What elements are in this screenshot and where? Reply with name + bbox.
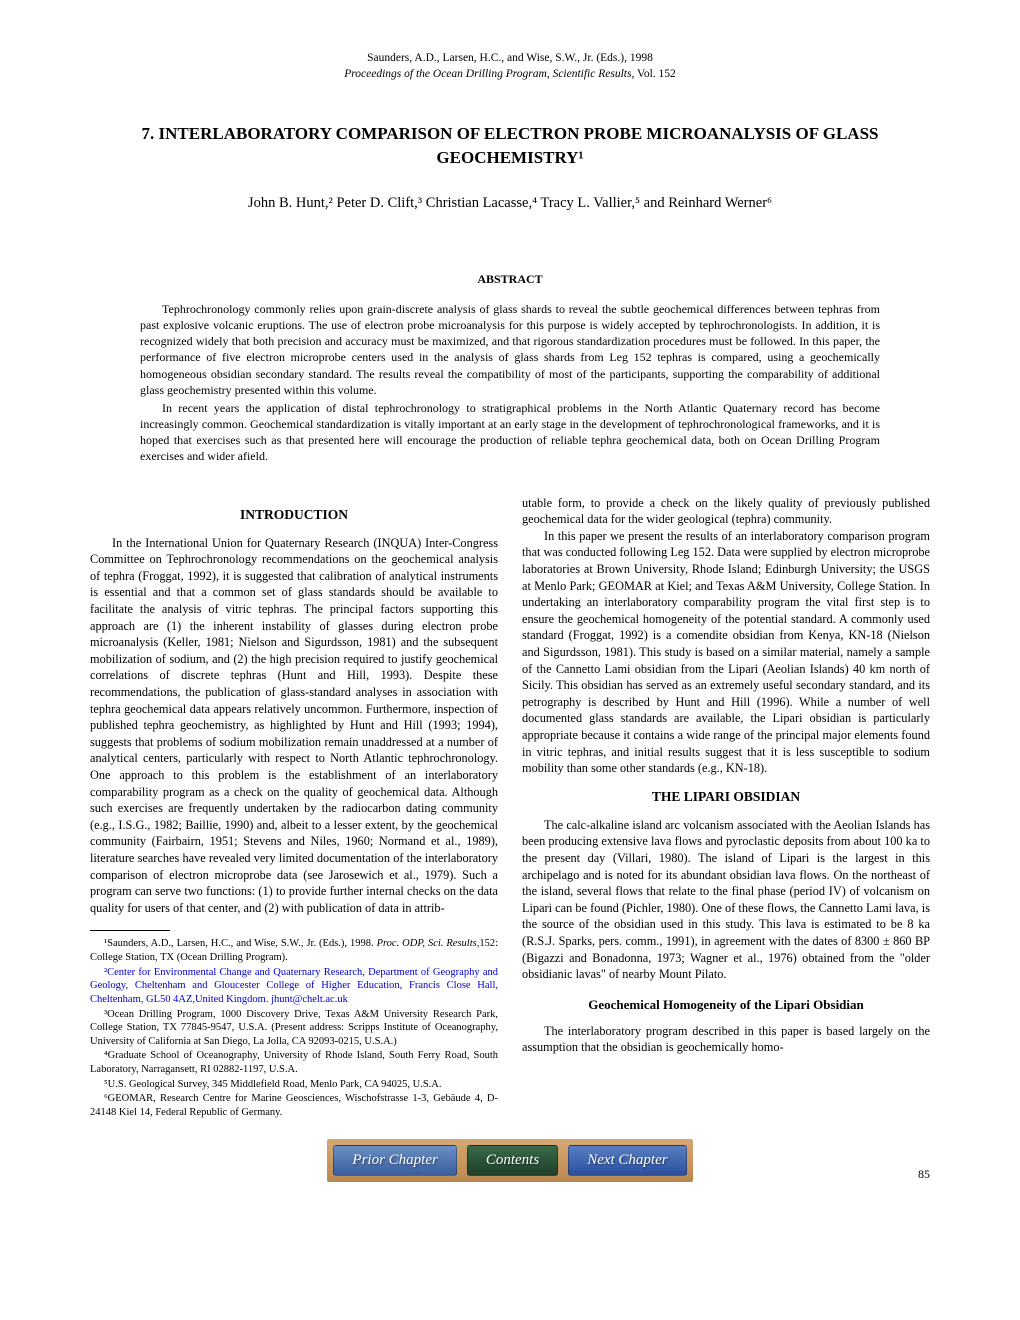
- lipari-heading: THE LIPARI OBSIDIAN: [522, 789, 930, 805]
- editors-line: Saunders, A.D., Larsen, H.C., and Wise, …: [90, 50, 930, 66]
- right-column: utable form, to provide a check on the l…: [522, 495, 930, 1121]
- fn1-a: ¹Saunders, A.D., Larsen, H.C., and Wise,…: [104, 938, 377, 949]
- prior-chapter-button[interactable]: Prior Chapter: [333, 1145, 456, 1176]
- proceedings-text: Proceedings of the Ocean Drilling Progra…: [344, 68, 634, 80]
- introduction-heading: INTRODUCTION: [90, 507, 498, 523]
- footnote-2-link[interactable]: ²Center for Environmental Change and Qua…: [90, 966, 498, 1007]
- intro-left-p1: In the International Union for Quaternar…: [90, 535, 498, 917]
- intro-right-p2: In this paper we present the results of …: [522, 528, 930, 777]
- fn1-b: Proc. ODP, Sci. Results,: [377, 938, 480, 949]
- lipari-p1: The calc-alkaline island arc volcanism a…: [522, 817, 930, 983]
- abstract-heading: ABSTRACT: [140, 272, 880, 287]
- paper-title: 7. INTERLABORATORY COMPARISON OF ELECTRO…: [90, 122, 930, 170]
- footnote-4: ⁴Graduate School of Oceanography, Univer…: [90, 1049, 498, 1076]
- two-column-layout: INTRODUCTION In the International Union …: [90, 495, 930, 1121]
- page-number: 85: [890, 1167, 930, 1182]
- footnote-3: ³Ocean Drilling Program, 1000 Discovery …: [90, 1008, 498, 1049]
- next-chapter-button[interactable]: Next Chapter: [568, 1145, 686, 1176]
- abstract-p1: Tephrochronology commonly relies upon gr…: [140, 301, 880, 398]
- homogeneity-p1: The interlaboratory program described in…: [522, 1023, 930, 1056]
- footnotes-block: ¹Saunders, A.D., Larsen, H.C., and Wise,…: [90, 937, 498, 1119]
- footnote-6: ⁶GEOMAR, Research Centre for Marine Geos…: [90, 1092, 498, 1119]
- page-footer: Prior Chapter Contents Next Chapter 85: [90, 1131, 930, 1182]
- footnote-5: ⁵U.S. Geological Survey, 345 Middlefield…: [90, 1078, 498, 1092]
- footnote-divider: [90, 930, 170, 931]
- contents-button[interactable]: Contents: [467, 1145, 558, 1176]
- abstract-p2: In recent years the application of dista…: [140, 400, 880, 465]
- intro-right-p1: utable form, to provide a check on the l…: [522, 495, 930, 528]
- abstract-section: ABSTRACT Tephrochronology commonly relie…: [140, 272, 880, 465]
- left-column: INTRODUCTION In the International Union …: [90, 495, 498, 1121]
- nav-bar: Prior Chapter Contents Next Chapter: [327, 1139, 692, 1182]
- nav-wrapper: Prior Chapter Contents Next Chapter: [130, 1131, 890, 1182]
- footnote-1: ¹Saunders, A.D., Larsen, H.C., and Wise,…: [90, 937, 498, 964]
- header-citation: Saunders, A.D., Larsen, H.C., and Wise, …: [90, 50, 930, 82]
- proceedings-line: Proceedings of the Ocean Drilling Progra…: [90, 66, 930, 82]
- authors-line: John B. Hunt,² Peter D. Clift,³ Christia…: [90, 195, 930, 212]
- volume-text: Vol. 152: [634, 68, 675, 80]
- homogeneity-heading: Geochemical Homogeneity of the Lipari Ob…: [522, 997, 930, 1013]
- abstract-text: Tephrochronology commonly relies upon gr…: [140, 301, 880, 465]
